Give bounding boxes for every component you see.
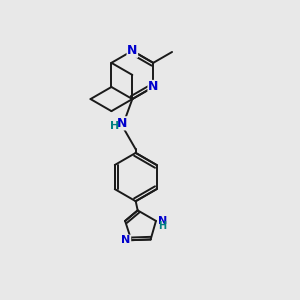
Text: N: N [122,235,131,245]
Text: N: N [148,80,158,94]
Text: H: H [110,121,120,131]
Text: H: H [158,221,166,231]
Text: N: N [117,117,128,130]
Text: N: N [158,216,167,226]
Text: N: N [127,44,137,57]
